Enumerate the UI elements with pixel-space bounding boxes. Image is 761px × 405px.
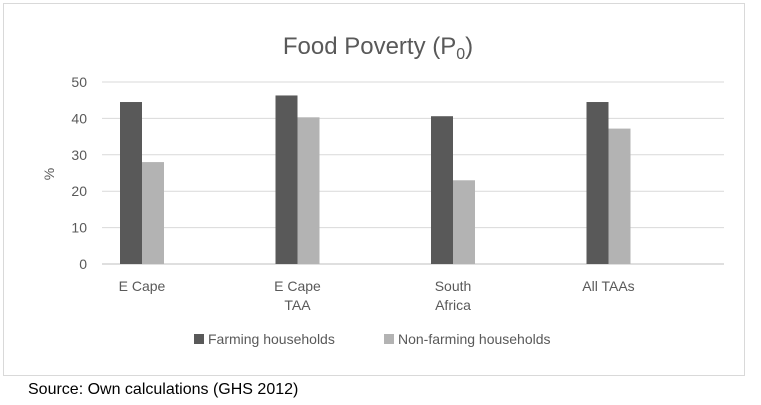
chart-title-suffix: ) (465, 33, 473, 60)
y-tick-label: 50 (71, 74, 87, 90)
legend-swatch (384, 334, 394, 344)
y-tick-label: 30 (71, 147, 87, 163)
bar-non-farming (608, 128, 631, 264)
x-category-label: E Cape (119, 278, 166, 294)
chart-title-subscript: 0 (456, 46, 465, 63)
chart-title: Food Poverty (P0) (283, 33, 473, 63)
bar-farming (275, 95, 298, 264)
bar-non-farming (453, 180, 475, 264)
legend-label: Farming households (208, 331, 335, 347)
chart-frame: 0 10 20 30 40 50 E Cape E Cape TAA South Africa Al… (3, 3, 745, 376)
x-category-label: E Cape TAA (274, 278, 321, 313)
y-tick-label: 20 (71, 183, 87, 199)
chart-title-main: Food Poverty (P (283, 33, 456, 60)
bar-farming (586, 102, 609, 265)
bar-non-farming (297, 117, 320, 264)
y-tick-label: 0 (79, 256, 87, 272)
bar-farming (120, 102, 142, 265)
x-category-label: South Africa (435, 278, 472, 313)
y-axis-label: % (41, 168, 57, 180)
bar-farming (431, 116, 453, 264)
legend-swatch (194, 334, 204, 344)
source-note: Source: Own calculations (GHS 2012) (28, 381, 299, 398)
y-tick-label: 10 (71, 220, 87, 236)
legend-label: Non-farming households (398, 331, 551, 347)
y-tick-label: 40 (71, 110, 87, 126)
bar-non-farming (142, 162, 164, 264)
chart: 0 10 20 30 40 50 E Cape E Cape TAA South Africa Al… (41, 33, 724, 347)
x-category-label: All TAAs (582, 278, 634, 294)
